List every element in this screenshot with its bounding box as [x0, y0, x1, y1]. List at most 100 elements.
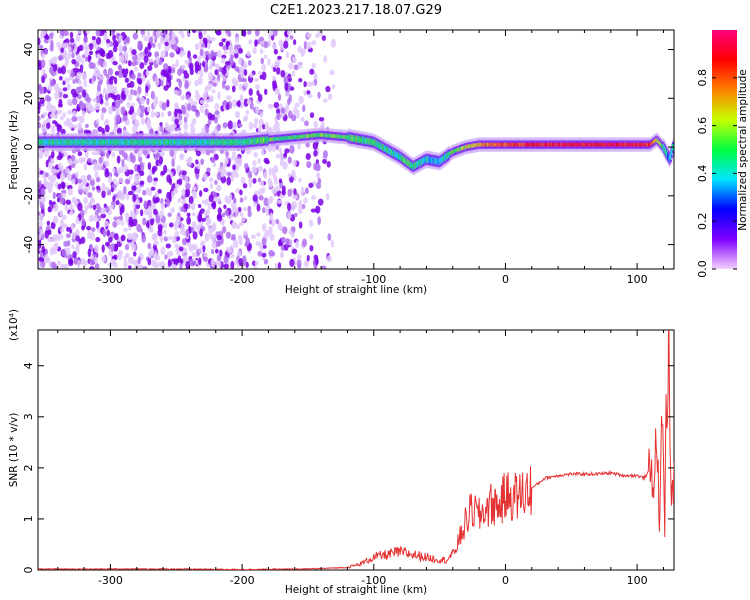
spectrogram-noise-cell [94, 170, 99, 179]
spectrogram-noise-cell [258, 36, 265, 42]
spectrogram-noise-cell [300, 186, 305, 196]
spectrogram-noise-cell [288, 230, 293, 235]
spectrogram-noise-cell [113, 124, 118, 133]
spectrogram-noise-cell [274, 185, 281, 192]
spectrogram-noise-cell [202, 30, 207, 36]
spectrogram-noise-cell [309, 81, 315, 86]
spectrogram-noise-cell [195, 225, 200, 230]
spectrogram-noise-cell [100, 207, 106, 215]
spectrogram-y-tick-label: -20 [22, 187, 35, 205]
spectrogram-noise-cell [253, 77, 259, 83]
spectrogram-noise-cell [168, 250, 174, 257]
spectrogram-noise-cell [207, 119, 212, 126]
spectrogram-noise-cell [212, 82, 217, 87]
spectrogram-noise-cell [166, 74, 172, 83]
spectrogram-noise-cell [327, 233, 332, 241]
spectrogram-noise-cell [137, 164, 141, 174]
spectrogram-noise-cell [259, 243, 265, 251]
spectrogram-noise-cell [163, 63, 169, 71]
spectrogram-noise-cell [230, 54, 234, 60]
spectrogram-noise-cell [87, 192, 93, 198]
spectrogram-noise-cell [199, 228, 203, 237]
spectrogram-noise-cell [208, 234, 214, 240]
spectrogram-noise-cell [195, 110, 200, 117]
spectrogram-noise-cell [79, 116, 85, 124]
spectrogram-noise-cell [152, 232, 159, 240]
snr-x-tick-label: -100 [361, 574, 386, 587]
spectrogram-noise-cell [238, 238, 243, 246]
spectrogram-noise-cell [203, 103, 209, 108]
spectrogram-noise-cell [150, 186, 156, 191]
spectrogram-noise-cell [164, 254, 168, 260]
snr-y-tick-label: 1 [22, 515, 35, 522]
spectrogram-x-label: Height of straight line (km) [285, 284, 427, 296]
spectrogram-noise-cell [174, 230, 179, 238]
spectrogram-noise-cell [245, 109, 250, 116]
snr-scale-label: (x10⁴) [8, 309, 20, 341]
spectrogram-noise-cell [38, 115, 41, 122]
spectrogram-noise-cell [155, 215, 161, 224]
spectrogram-noise-cell [136, 97, 141, 102]
spectrogram-noise-cell [323, 55, 328, 63]
spectrogram-noise-cell [261, 186, 266, 194]
spectrogram-noise-cell [61, 214, 67, 220]
spectrogram-noise-cell [265, 208, 269, 217]
spectrogram-noise-cell [69, 37, 75, 44]
spectrogram-noise-cell [63, 30, 69, 37]
spectrogram-noise-cell [137, 85, 142, 95]
spectrogram-noise-cell [263, 54, 268, 60]
spectrogram-noise-cell [325, 85, 331, 93]
spectrogram-noise-cell [92, 75, 97, 82]
snr-y-tick-label: 2 [22, 464, 35, 471]
spectrogram-noise-cell [224, 85, 231, 91]
spectrogram-noise-cell [62, 87, 68, 92]
spectrogram-noise-cell [104, 124, 110, 133]
spectrogram-noise-cell [235, 208, 239, 218]
spectrogram-noise-cell [185, 182, 191, 190]
spectrogram-noise-cell [191, 212, 196, 217]
spectrogram-noise-cell [70, 222, 75, 231]
spectrogram-noise-cell [153, 111, 159, 117]
spectrogram-noise-cell [207, 112, 213, 121]
spectrogram-noise-cell [145, 69, 150, 77]
spectrogram-noise-cell [146, 97, 150, 106]
spectrogram-noise-cell [182, 198, 187, 205]
spectrogram-noise-cell [120, 106, 126, 115]
spectrogram-noise-cell [41, 30, 47, 37]
spectrogram-noise-cell [247, 30, 252, 35]
spectrogram-noise-cell [206, 167, 211, 172]
spectrogram-noise-cell [122, 115, 128, 122]
spectrogram-noise-cell [203, 210, 208, 215]
spectrogram-noise-cell [121, 158, 125, 168]
spectrogram-noise-cell [252, 123, 258, 129]
spectrogram-noise-cell [51, 56, 57, 65]
spectrogram-noise-cell [91, 186, 96, 191]
spectrogram-noise-cell [89, 179, 95, 187]
spectrogram-noise-cell [132, 193, 137, 203]
spectrogram-noise-cell [165, 243, 172, 249]
spectrogram-noise-cell [221, 66, 227, 75]
spectrogram-noise-cell [232, 121, 238, 129]
spectrogram-noise-cell [95, 30, 101, 37]
spectrogram-noise-cell [230, 260, 235, 269]
spectrogram-x-tick-label: 0 [502, 273, 509, 286]
spectrogram-noise-cell [118, 34, 123, 42]
spectrogram-noise-cell [136, 93, 140, 98]
spectrogram-noise-cell [140, 105, 146, 114]
spectrogram-noise-cell [47, 96, 52, 102]
spectrogram-noise-cell [103, 221, 109, 227]
spectrogram-noise-cell [303, 260, 309, 268]
spectrogram-noise-cell [291, 70, 296, 77]
spectrogram-noise-cell [88, 50, 94, 56]
spectrogram-noise-cell [57, 109, 62, 115]
spectrogram-noise-cell [235, 224, 241, 230]
spectrogram-noise-cell [223, 255, 229, 264]
spectrogram-noise-cell [315, 159, 319, 164]
spectrogram-noise-cell [156, 152, 161, 159]
spectrogram-noise-cell [90, 106, 95, 113]
spectrogram-noise-cell [44, 48, 49, 55]
spectrogram-noise-cell [242, 207, 247, 212]
spectrogram-noise-cell [116, 127, 122, 135]
spectrogram-noise-cell [142, 217, 147, 226]
spectrogram-noise-cell [262, 124, 266, 130]
